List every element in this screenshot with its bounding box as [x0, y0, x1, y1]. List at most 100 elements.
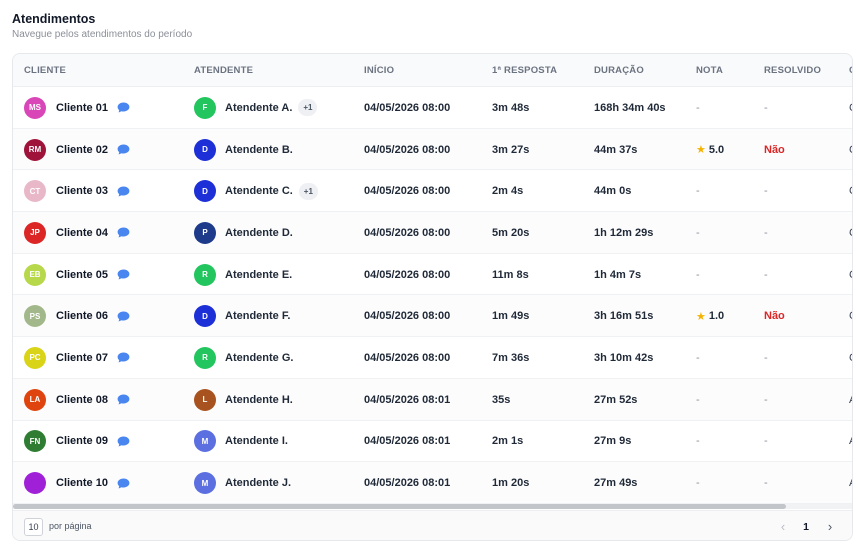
- client-name[interactable]: Cliente 07: [56, 351, 108, 364]
- chat-bubble-icon[interactable]: [117, 352, 130, 363]
- agent-cell: D Atendente F.: [194, 295, 290, 337]
- start-time-cell: 04/05/2026 08:01: [364, 393, 451, 406]
- truncated-cell: C: [849, 129, 852, 171]
- chat-bubble-icon[interactable]: [117, 394, 130, 405]
- duration-cell: 168h 34m 40s: [594, 101, 666, 114]
- first-response-cell: 5m 20s: [492, 226, 530, 239]
- table-row[interactable]: PS Cliente 06 D Atendente F. 04/05/2026 08:0…: [13, 295, 852, 338]
- truncated-cell: C: [849, 295, 852, 337]
- resolved-cell: -: [764, 393, 768, 406]
- column-header-nota[interactable]: NOTA: [696, 65, 724, 76]
- client-cell: CT Cliente 03: [24, 170, 130, 212]
- client-name[interactable]: Cliente 06: [56, 310, 108, 323]
- client-avatar: FN: [24, 430, 46, 453]
- per-page-select[interactable]: 10: [24, 518, 43, 536]
- start-time-cell: 04/05/2026 08:00: [364, 101, 451, 114]
- rating-cell: -: [696, 435, 700, 448]
- current-page-button[interactable]: 1: [803, 521, 809, 533]
- table-body: MS Cliente 01 F Atendente A. +1 04/05/2026 08…: [13, 87, 852, 504]
- resolved-cell: -: [764, 268, 768, 281]
- start-time-cell: 04/05/2026 08:00: [364, 351, 451, 364]
- first-response-cell: 2m 1s: [492, 435, 524, 448]
- column-header-inicio[interactable]: INÍCIO: [364, 65, 395, 76]
- per-page-label: por página: [49, 521, 92, 531]
- chat-bubble-icon[interactable]: [117, 311, 130, 322]
- chevron-right-icon[interactable]: ›: [827, 519, 833, 534]
- start-time-cell: 04/05/2026 08:00: [364, 143, 451, 156]
- column-header-duracao[interactable]: DURAÇÃO: [594, 65, 644, 76]
- column-header-truncated[interactable]: C: [849, 54, 852, 87]
- table-row[interactable]: EB Cliente 05 R Atendente E. 04/05/2026 08:0…: [13, 253, 852, 296]
- star-icon: ★: [696, 144, 706, 157]
- client-name[interactable]: Cliente 01: [56, 101, 108, 114]
- client-name[interactable]: Cliente 10: [56, 477, 108, 490]
- client-name[interactable]: Cliente 09: [56, 435, 108, 448]
- start-time-cell: 04/05/2026 08:00: [364, 185, 451, 198]
- rating-cell: -: [696, 393, 700, 406]
- table-row[interactable]: LA Cliente 08 L Atendente H. 04/05/2026 08:0…: [13, 378, 852, 421]
- start-time-cell: 04/05/2026 08:01: [364, 477, 451, 490]
- column-header-primeira-resposta[interactable]: 1ª RESPOSTA: [492, 65, 558, 76]
- client-cell: MS Cliente 01: [24, 87, 130, 129]
- client-cell: PS Cliente 06: [24, 295, 130, 337]
- client-name[interactable]: Cliente 03: [56, 185, 108, 198]
- chat-bubble-icon[interactable]: [117, 144, 130, 155]
- horizontal-scrollbar-thumb[interactable]: [13, 504, 786, 509]
- chevron-left-icon[interactable]: ‹: [780, 519, 786, 534]
- chat-bubble-icon[interactable]: [117, 436, 130, 447]
- client-cell: LA Cliente 08: [24, 379, 130, 421]
- table-row[interactable]: Cliente 10 M Atendente J. 04/05/2026 08:01 1…: [13, 462, 852, 504]
- page-header: Atendimentos Navegue pelos atendimentos …: [12, 12, 192, 42]
- client-name[interactable]: Cliente 02: [56, 143, 108, 156]
- attendances-table-card: CLIENTE ATENDENTE INÍCIO 1ª RESPOSTA DUR…: [12, 53, 853, 541]
- duration-cell: 44m 37s: [594, 143, 638, 156]
- start-time-cell: 04/05/2026 08:00: [364, 226, 451, 239]
- client-avatar: CT: [24, 180, 46, 203]
- table-row[interactable]: FN Cliente 09 M Atendente I. 04/05/2026 08:0…: [13, 420, 852, 463]
- agent-avatar: M: [194, 430, 216, 453]
- truncated-cell: A: [849, 379, 852, 421]
- table-row[interactable]: JP Cliente 04 P Atendente D. 04/05/2026 08:0…: [13, 212, 852, 254]
- agent-avatar: D: [194, 138, 216, 161]
- rating-value: 1.0: [708, 310, 725, 323]
- chat-bubble-icon[interactable]: [117, 478, 130, 489]
- agent-avatar: L: [194, 388, 216, 411]
- column-header-atendente[interactable]: ATENDENTE: [194, 65, 254, 76]
- client-avatar: PC: [24, 346, 46, 369]
- client-avatar: LA: [24, 388, 46, 411]
- chat-bubble-icon[interactable]: [117, 186, 130, 197]
- chat-bubble-icon[interactable]: [117, 227, 130, 238]
- client-name[interactable]: Cliente 08: [56, 393, 108, 406]
- table-viewport: CLIENTE ATENDENTE INÍCIO 1ª RESPOSTA DUR…: [13, 54, 852, 510]
- table-row[interactable]: PC Cliente 07 R Atendente G. 04/05/2026 08:0…: [13, 337, 852, 379]
- chat-bubble-icon[interactable]: [117, 269, 130, 280]
- agent-cell: R Atendente G.: [194, 337, 293, 379]
- client-cell: FN Cliente 09: [24, 421, 130, 463]
- client-name[interactable]: Cliente 04: [56, 226, 108, 239]
- rating-cell: -: [696, 268, 700, 281]
- resolved-cell: -: [764, 435, 768, 448]
- first-response-cell: 2m 4s: [492, 185, 524, 198]
- duration-cell: 1h 12m 29s: [594, 226, 654, 239]
- resolved-cell: -: [764, 226, 768, 239]
- client-cell: PC Cliente 07: [24, 337, 130, 379]
- column-header-resolvido[interactable]: RESOLVIDO: [764, 65, 822, 76]
- agent-cell: L Atendente H.: [194, 379, 293, 421]
- chat-bubble-icon[interactable]: [117, 102, 130, 113]
- client-name[interactable]: Cliente 05: [56, 268, 108, 281]
- extra-agents-badge[interactable]: +1: [298, 99, 318, 117]
- rating-cell: ★ 5.0: [696, 129, 724, 171]
- table-row[interactable]: RM Cliente 02 D Atendente B. 04/05/2026 08:0…: [13, 128, 852, 171]
- rating-cell: -: [696, 185, 700, 198]
- horizontal-scrollbar[interactable]: [13, 504, 852, 509]
- client-cell: EB Cliente 05: [24, 254, 130, 296]
- agent-avatar: F: [194, 96, 216, 119]
- table-row[interactable]: MS Cliente 01 F Atendente A. +1 04/05/2026 08…: [13, 87, 852, 129]
- extra-agents-badge[interactable]: +1: [298, 182, 318, 200]
- agent-name: Atendente C.: [225, 185, 293, 198]
- truncated-cell: C: [849, 254, 852, 296]
- agent-cell: D Atendente B.: [194, 129, 293, 171]
- column-header-cliente[interactable]: CLIENTE: [24, 65, 67, 76]
- table-row[interactable]: CT Cliente 03 D Atendente C. +1 04/05/2026 08…: [13, 170, 852, 213]
- start-time-cell: 04/05/2026 08:00: [364, 268, 451, 281]
